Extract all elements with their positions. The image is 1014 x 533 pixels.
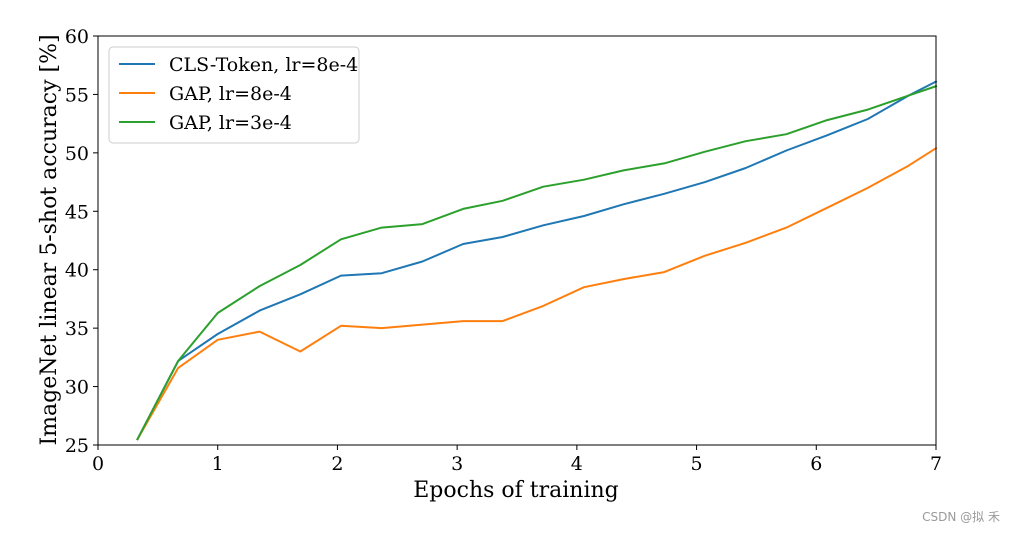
y-tick-label: 40 bbox=[65, 260, 89, 282]
x-tick-label: 2 bbox=[331, 453, 343, 475]
legend-box bbox=[108, 46, 360, 144]
x-tick-label: 3 bbox=[451, 453, 463, 475]
x-tick-label: 1 bbox=[212, 453, 224, 475]
x-axis-label: Epochs of training bbox=[413, 478, 619, 503]
legend-label-1: GAP, lr=8e-4 bbox=[169, 83, 292, 105]
y-tick-label: 25 bbox=[65, 435, 89, 457]
series-line-2 bbox=[136, 84, 938, 441]
legend-label-2: GAP, lr=3e-4 bbox=[169, 112, 292, 134]
watermark: CSDN @拟 禾 bbox=[922, 510, 1000, 524]
y-tick-label: 30 bbox=[65, 377, 89, 399]
x-tick-label: 4 bbox=[571, 453, 583, 475]
x-tick-label: 0 bbox=[92, 453, 104, 475]
y-tick-label: 45 bbox=[65, 201, 89, 223]
y-axis-label: ImageNet linear 5-shot accuracy [%] bbox=[37, 34, 62, 445]
series-line-1 bbox=[136, 146, 938, 441]
plot-frame bbox=[97, 35, 937, 446]
y-tick-label: 55 bbox=[65, 84, 89, 106]
y-tick-label: 35 bbox=[65, 318, 89, 340]
plot-area bbox=[136, 80, 938, 441]
series-line-0 bbox=[136, 80, 938, 441]
x-tick-label: 7 bbox=[930, 453, 942, 475]
legend-label-0: CLS-Token, lr=8e-4 bbox=[169, 54, 358, 76]
x-tick-label: 5 bbox=[691, 453, 703, 475]
legend: CLS-Token, lr=8e-4 GAP, lr=8e-4 GAP, lr=3e… bbox=[108, 46, 360, 144]
y-tick-label: 50 bbox=[65, 143, 89, 165]
x-tick-label: 6 bbox=[810, 453, 822, 475]
y-tick-label: 60 bbox=[65, 26, 89, 48]
